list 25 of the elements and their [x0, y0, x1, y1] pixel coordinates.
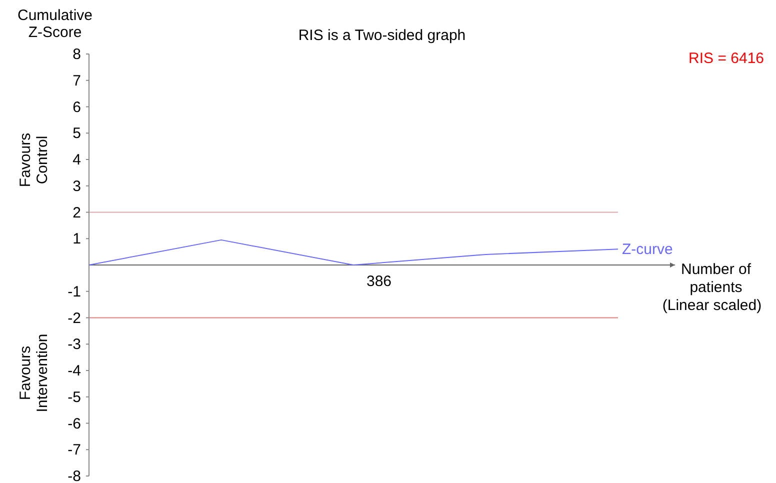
y-axis-title: Cumulative Z-Score: [17, 7, 93, 41]
y-tick-label: -1: [68, 283, 81, 300]
text: RIS = 6416: [688, 50, 764, 67]
y-tick-label: 7: [72, 72, 81, 90]
x-axis-title: Number of patients (Linear scaled): [662, 261, 762, 314]
y-tick-label: 4: [72, 152, 81, 168]
y-tick-label: 6: [72, 98, 81, 116]
annotation: 386: [366, 273, 392, 290]
y-tick-label: -3: [68, 336, 81, 354]
line-series: [88, 239, 618, 266]
y-tick-label: 2: [72, 204, 81, 222]
chart-title: RIS is a Two-sided graph: [298, 27, 466, 44]
series-label: Z-curve: [622, 241, 673, 258]
y-tick-label: -4: [68, 362, 81, 380]
y-tick-label: -8: [68, 468, 81, 483]
text: Favours Control: [17, 132, 51, 188]
y-tick-label: 3: [72, 178, 81, 195]
y-tick-label: -5: [68, 388, 81, 406]
y-tick-label: -7: [68, 442, 81, 459]
y-tick-label: 8: [72, 46, 81, 63]
y-tick-label: -6: [68, 415, 81, 432]
y-tick-label: 1: [72, 230, 81, 248]
text: Favours Intervention: [17, 334, 51, 412]
y-tick-label: -2: [68, 310, 81, 327]
y-tick-label: 5: [72, 125, 81, 142]
